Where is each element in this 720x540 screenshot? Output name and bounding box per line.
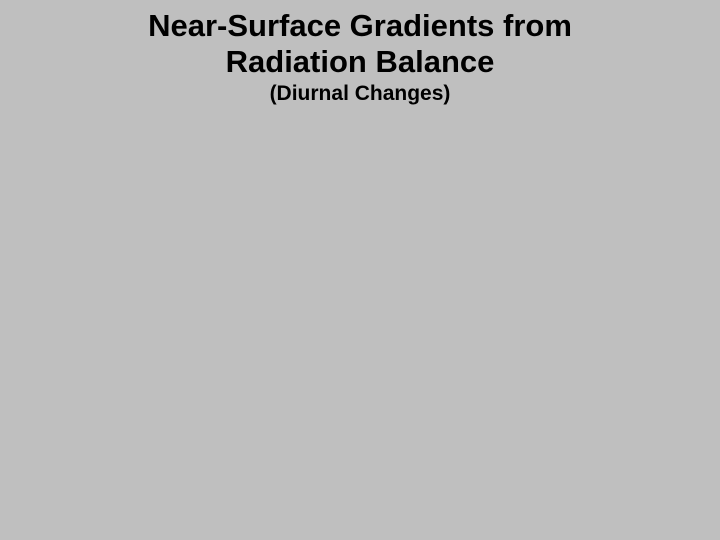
title-block: Near-Surface Gradients from Radiation Ba…: [0, 8, 720, 106]
slide-container: Near-Surface Gradients from Radiation Ba…: [0, 0, 720, 540]
subtitle: (Diurnal Changes): [0, 82, 720, 106]
title-line-2: Radiation Balance: [0, 44, 720, 80]
title-line-1: Near-Surface Gradients from: [0, 8, 720, 44]
